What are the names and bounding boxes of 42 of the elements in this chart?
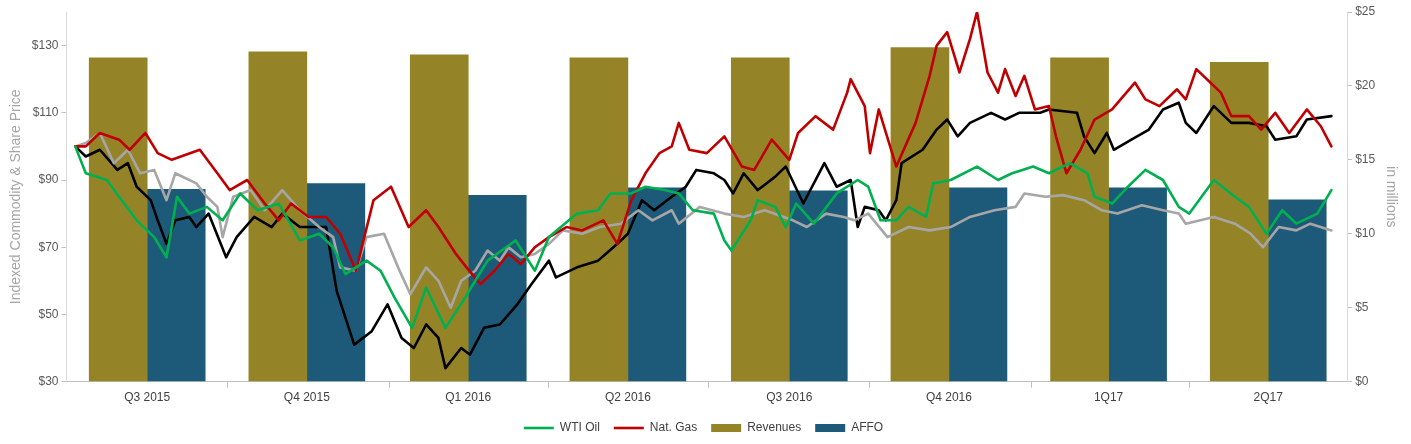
bar bbox=[730, 57, 790, 382]
legend-label: Nat. Gas bbox=[649, 420, 698, 435]
x-tick-label: Q1 2016 bbox=[445, 390, 492, 405]
bar bbox=[1209, 61, 1269, 382]
y-tick-label: $30 bbox=[38, 373, 59, 388]
bar bbox=[146, 189, 206, 382]
y-tick-label: $110 bbox=[32, 105, 59, 120]
y2-tick-label: $25 bbox=[1355, 4, 1376, 19]
x-tick-label: 2Q17 bbox=[1253, 390, 1284, 405]
bar bbox=[948, 187, 1008, 382]
y2-tick-label: $5 bbox=[1355, 299, 1369, 314]
y-tick-label: $90 bbox=[38, 172, 59, 187]
y-axis-title: Indexed Commodity & Share Price bbox=[7, 89, 24, 305]
y-tick-label: $130 bbox=[31, 37, 59, 52]
legend-label: WTI Oil bbox=[559, 420, 600, 435]
y2-tick-label: $20 bbox=[1355, 78, 1376, 93]
y2-tick-label: $15 bbox=[1355, 152, 1376, 167]
bar bbox=[569, 57, 629, 382]
legend-label: Revenues bbox=[747, 420, 802, 435]
bar bbox=[627, 187, 687, 382]
x-tick-label: Q3 2016 bbox=[766, 390, 813, 405]
x-tick-label: Q4 2015 bbox=[283, 390, 331, 405]
x-tick-label: Q4 2016 bbox=[925, 390, 973, 405]
y2-tick-label: $0 bbox=[1355, 373, 1369, 388]
x-tick-label: 1Q17 bbox=[1093, 390, 1124, 405]
x-tick-label: Q2 2016 bbox=[604, 390, 652, 405]
bar bbox=[467, 194, 527, 382]
bar bbox=[1050, 57, 1109, 382]
bar bbox=[890, 47, 950, 382]
bar bbox=[1108, 187, 1167, 382]
bar bbox=[409, 54, 469, 382]
bar bbox=[248, 51, 308, 382]
bar bbox=[88, 57, 148, 382]
bar bbox=[788, 190, 848, 382]
x-tick-label: Q3 2015 bbox=[124, 390, 171, 405]
bar bbox=[1267, 199, 1327, 382]
bar bbox=[306, 183, 366, 382]
y2-tick-label: $10 bbox=[1355, 226, 1376, 241]
legend-label: AFFO bbox=[851, 420, 884, 435]
y-tick-label: $50 bbox=[38, 306, 59, 321]
y2-axis-title: in millions bbox=[1383, 166, 1400, 228]
y-tick-label: $70 bbox=[38, 239, 59, 254]
